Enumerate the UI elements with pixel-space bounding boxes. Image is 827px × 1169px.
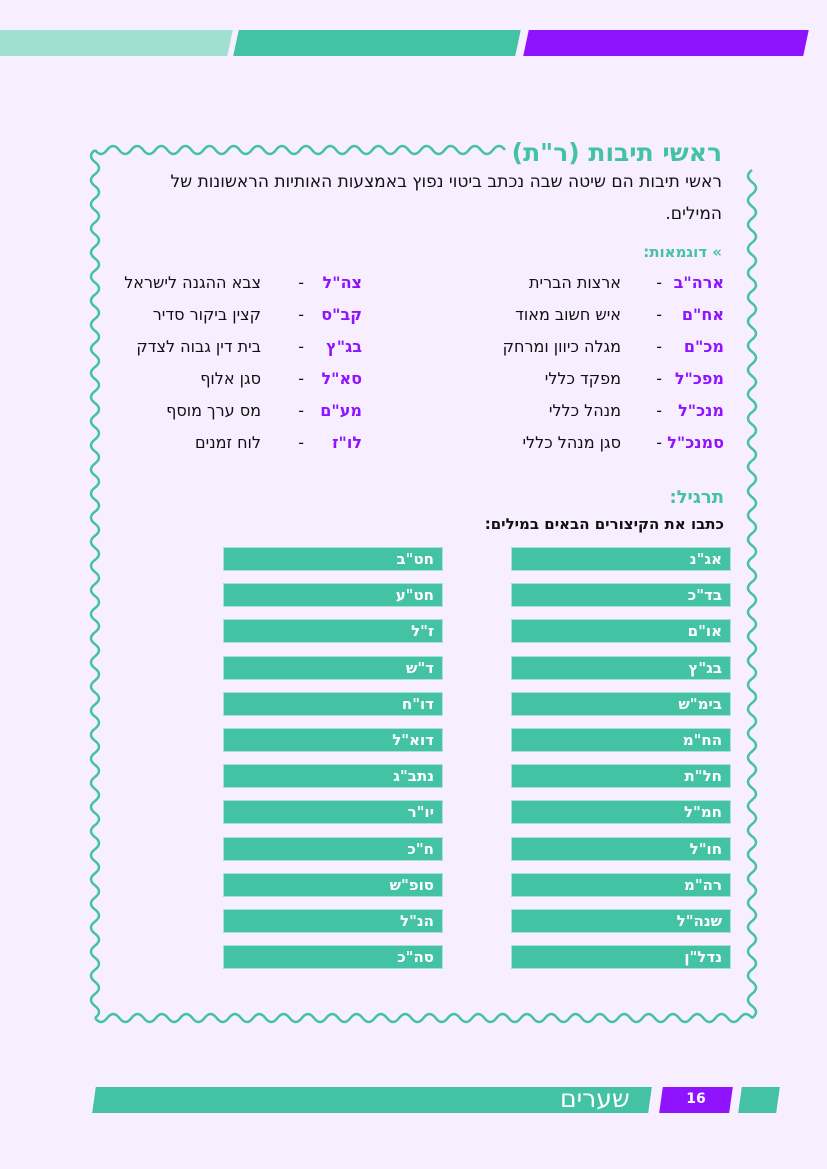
abbreviation-answer-box[interactable]: ז"ל: [224, 620, 442, 643]
example-abbreviation: סא"ל: [321, 369, 362, 388]
footer-bar: [92, 1087, 566, 1113]
example-dash: -: [656, 401, 662, 420]
example-abbreviation: קב"ס: [321, 305, 362, 324]
page-number: 16: [686, 1091, 706, 1107]
example-dash: -: [656, 369, 662, 388]
example-row: צה"ל - צבא ההגנה לישראל: [32, 273, 362, 305]
example-abbreviation: לו"ז: [332, 433, 362, 452]
example-row: לו"ז - לוח זמנים: [32, 433, 362, 465]
example-meaning: ארצות הברית: [528, 273, 621, 292]
example-abbreviation: בג"ץ: [326, 337, 362, 356]
abbreviation-answer-box[interactable]: נתב"ג: [224, 765, 442, 788]
example-abbreviation: אח"ם: [681, 305, 724, 324]
example-row: מכ"ם - מגלה כיוון ומרחק: [394, 337, 724, 369]
example-meaning: מס ערך מוסף: [166, 401, 261, 420]
example-row: מע"ם - מס ערך מוסף: [32, 401, 362, 433]
abbreviation-answer-box[interactable]: בד"כ: [512, 584, 730, 607]
page-title: ראשי תיבות (ר"ת): [511, 138, 722, 167]
example-abbreviation: מנכ"ל: [678, 401, 724, 420]
example-dash: -: [656, 433, 662, 452]
example-abbreviation: מכ"ם: [683, 337, 724, 356]
example-abbreviation: צה"ל: [322, 273, 362, 292]
abbreviation-answer-box[interactable]: סה"כ: [224, 946, 442, 969]
abbreviation-answer-box[interactable]: חו"ל: [512, 837, 730, 860]
footer-stripe-end: [738, 1087, 780, 1113]
example-row: סמנכ"ל - סגן מנהל כללי: [394, 433, 724, 465]
abbreviation-answer-box[interactable]: חט"ע: [224, 584, 442, 607]
abbreviation-answer-box[interactable]: חט"ב: [224, 548, 442, 570]
example-meaning: בית דין גבוה לצדק: [136, 337, 261, 356]
example-dash: -: [656, 337, 662, 356]
example-abbreviation: מפכ"ל: [674, 369, 724, 388]
abbreviation-answer-box[interactable]: נדל"ן: [512, 946, 730, 969]
example-meaning: מגלה כיוון ומרחק: [502, 337, 621, 356]
example-meaning: לוח זמנים: [195, 433, 261, 452]
abbreviation-answer-box[interactable]: ד"ש: [224, 656, 442, 679]
abbreviation-answer-box[interactable]: סופ"ש: [224, 873, 442, 896]
example-dash: -: [656, 305, 662, 324]
abbreviation-answer-box[interactable]: ח"כ: [224, 837, 442, 860]
abbreviation-answer-box[interactable]: חל"ת: [512, 765, 730, 788]
abbreviation-answer-box[interactable]: בג"ץ: [512, 656, 730, 679]
example-meaning: קצין ביקור סדיר: [152, 305, 261, 324]
example-row: בג"ץ - בית דין גבוה לצדק: [32, 337, 362, 369]
abbreviation-answer-box[interactable]: הח"מ: [512, 729, 730, 751]
example-dash: -: [298, 369, 304, 388]
example-meaning: מפקד כללי: [544, 369, 621, 388]
example-dash: -: [298, 433, 304, 452]
abbreviation-answer-box[interactable]: דוא"ל: [224, 729, 442, 751]
example-row: קב"ס - קצין ביקור סדיר: [32, 305, 362, 337]
example-meaning: סגן מנהל כללי: [522, 433, 621, 452]
example-row: מנכ"ל - מנהל כללי: [394, 401, 724, 433]
abbreviation-answer-box[interactable]: בימ"ש: [512, 692, 730, 715]
example-row: ארה"ב - ארצות הברית: [394, 273, 724, 305]
abbreviation-answer-box[interactable]: הנ"ל: [224, 910, 442, 932]
example-dash: -: [298, 273, 304, 292]
exercise-heading: תרגיל:: [669, 487, 724, 508]
exercise-instruction: כתבו את הקיצורים הבאים במילים:: [484, 515, 724, 533]
footer-book-title: שערים: [560, 1084, 630, 1113]
example-dash: -: [298, 401, 304, 420]
examples-label: » דוגמאות:: [643, 243, 722, 261]
example-dash: -: [298, 305, 304, 324]
example-meaning: מנהל כללי: [548, 401, 621, 420]
example-abbreviation: סמנכ"ל: [667, 433, 724, 452]
example-dash: -: [298, 337, 304, 356]
abbreviation-answer-box[interactable]: דו"ח: [224, 692, 442, 715]
example-dash: -: [656, 273, 662, 292]
intro-text: ראשי תיבות הם שיטה שבה נכתב ביטוי נפוץ ב…: [170, 172, 722, 224]
example-abbreviation: מע"ם: [320, 401, 362, 420]
example-meaning: צבא ההגנה לישראל: [124, 273, 261, 292]
abbreviation-answer-box[interactable]: יו"ר: [224, 801, 442, 824]
abbreviation-answer-box[interactable]: שנה"ל: [512, 910, 730, 932]
abbreviation-answer-box[interactable]: אג"נ: [512, 548, 730, 570]
abbreviation-answer-box[interactable]: חמ"ל: [512, 801, 730, 824]
example-row: סא"ל - סגן אלוף: [32, 369, 362, 401]
example-row: מפכ"ל - מפקד כללי: [394, 369, 724, 401]
example-abbreviation: ארה"ב: [673, 273, 724, 292]
example-row: אח"ם - איש חשוב מאוד: [394, 305, 724, 337]
example-meaning: איש חשוב מאוד: [515, 305, 621, 324]
abbreviation-answer-box[interactable]: או"ם: [512, 620, 730, 643]
abbreviation-answer-box[interactable]: רה"מ: [512, 873, 730, 896]
example-meaning: סגן אלוף: [200, 369, 261, 388]
